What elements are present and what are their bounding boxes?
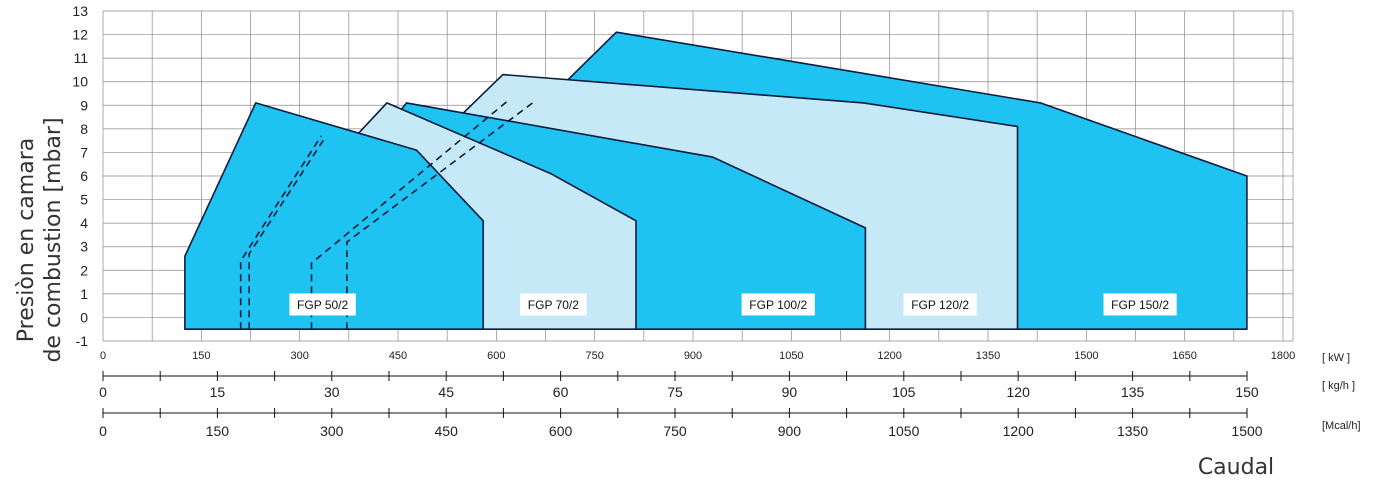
kw-tick-label: 0 [100,350,106,362]
y-axis-label-line2: de combustion [mbar] [41,117,66,362]
dashed-start-line [248,137,326,330]
y-tick-label: 5 [80,192,88,208]
kw-tick-label: 900 [684,350,702,362]
kw-tick-label: 600 [487,350,505,362]
series-label-box [520,293,587,316]
kw-tick-label: 300 [290,350,308,362]
y-tick-label: 9 [80,97,88,113]
burner-range-areas [184,31,1248,331]
mcal-unit-label: [Mcal/h] [1322,420,1361,432]
x-axis-label: Caudal [1198,455,1274,480]
y-tick-label: -1 [76,333,89,349]
mcal-tick-label: 600 [549,423,573,439]
kw-tick-label: 750 [585,350,603,362]
series-label-text: FGP 70/2 [528,298,579,312]
kgh-tick-label: 120 [1007,384,1031,400]
kw-tick-label: 150 [192,350,210,362]
kgh-tick-label: 105 [892,384,916,400]
y-tick-label: 12 [72,27,88,43]
mcal-tick-label: 450 [435,423,459,439]
mcal-tick-label: 0 [99,423,107,439]
series-label-fgp-150-2: FGP 150/2 [1103,293,1177,316]
mcal-tick-label: 1200 [1003,423,1034,439]
mcal-tick-label: 1050 [888,423,919,439]
series-label-box [741,293,815,316]
series-label-box [289,293,356,316]
series-area-fgp-50-2 [184,102,485,331]
kgh-tick-label: 45 [438,384,454,400]
kw-tick-label: 1350 [976,350,1000,362]
series-label-fgp-100-2: FGP 100/2 [741,293,815,316]
y-tick-label: 13 [72,3,88,19]
kw-tick-label: 1800 [1271,350,1295,362]
kw-tick-label: 1650 [1172,350,1196,362]
kgh-tick-label: 60 [553,384,569,400]
kw-tick-label: 450 [389,350,407,362]
x-axes: 0 150 300 450 600 750 900 1050 1200 1350 1500 1650 1… [99,350,1360,439]
mcal-tick-label: 900 [778,423,802,439]
y-tick-label: 4 [80,215,88,231]
mcal-tick-label: 1500 [1231,423,1262,439]
mcal-tick-label: 1350 [1117,423,1148,439]
kgh-tick-label: 0 [99,384,107,400]
kw-unit-label: [ kW ] [1322,352,1350,364]
series-label-text: FGP 100/2 [749,298,807,312]
kgh-tick-label: 150 [1235,384,1259,400]
series-label-text: FGP 150/2 [1111,298,1169,312]
series-label-text: FGP 120/2 [911,298,969,312]
series-label-fgp-120-2: FGP 120/2 [903,293,977,316]
mcal-tick-label: 150 [206,423,230,439]
kgh-unit-label: [ kg/h ] [1322,380,1355,392]
kgh-tick-label: 30 [324,384,340,400]
y-tick-label: 10 [72,74,88,90]
series-label-text: FGP 50/2 [297,298,348,312]
dashed-start-line [310,99,509,330]
y-tick-label: 11 [73,50,88,66]
kgh-tick-label: 15 [210,384,226,400]
mcal-tick-label: 300 [320,423,344,439]
kgh-tick-label: 75 [667,384,683,400]
y-tick-label: 6 [80,168,88,184]
y-tick-label: 1 [80,286,88,302]
series-label-box [903,293,977,316]
series-label-fgp-70-2: FGP 70/2 [520,293,587,316]
y-tick-label: 3 [80,239,88,255]
kw-tick-label: 1050 [779,350,803,362]
kw-tick-label: 1200 [877,350,901,362]
kgh-tick-label: 135 [1121,384,1145,400]
kgh-tick-label: 90 [782,384,798,400]
y-tick-label: 2 [80,262,88,278]
y-tick-label: 8 [80,121,88,137]
kw-tick-label: 1500 [1074,350,1098,362]
mcal-tick-label: 750 [663,423,687,439]
series-label-box [1103,293,1177,316]
y-tick-label: 0 [80,309,88,325]
y-axis-label-line1: Presiòn en camara [14,138,39,342]
model-labels: FGP 50/2 FGP 70/2 FGP 100/2 FGP 120/2 FGP 15… [289,293,1177,316]
y-tick-label: 7 [80,144,88,160]
series-label-fgp-50-2: FGP 50/2 [289,293,356,316]
